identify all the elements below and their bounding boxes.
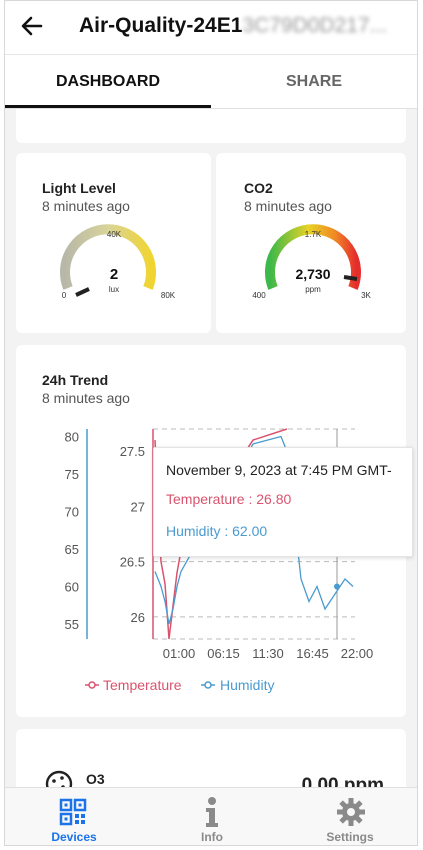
card-title: 24h Trend (42, 372, 109, 388)
card-title: O3 (86, 771, 105, 787)
x-tick-label: 22:00 (341, 646, 374, 661)
gauge-max: 3K (361, 291, 371, 300)
nav-label: Settings (326, 830, 374, 844)
chart-tooltip: November 9, 2023 at 7:45 PM GMT- Tempera… (153, 447, 413, 557)
qr-code-icon (59, 798, 87, 826)
app-frame: Air-Quality-24E13C79D0D217... DASHBOARD … (4, 0, 418, 846)
gauge-arc (60, 224, 156, 290)
card-title: Light Level (42, 180, 116, 196)
device-name: Air-Quality-24E1 (79, 14, 243, 37)
info-icon (206, 797, 218, 827)
legend-marker-temperature (88, 681, 96, 689)
tab-dashboard[interactable]: DASHBOARD (56, 73, 160, 90)
y-tick-label-temperature: 26 (131, 610, 145, 625)
y-tick-label-humidity: 70 (65, 505, 79, 520)
gauge-needle (75, 287, 90, 297)
gauge-unit: ppm (305, 285, 321, 294)
y-tick-label-temperature: 26.5 (120, 555, 145, 570)
hover-point-humidity (334, 583, 340, 590)
legend-label-humidity: Humidity (220, 677, 274, 693)
gauge-mid: 1.7K (305, 230, 322, 239)
tooltip-temperature: Temperature : 26.80 (166, 491, 292, 507)
active-tab-indicator (5, 105, 211, 108)
gauge-value: 2 (110, 266, 118, 283)
card-updated: 8 minutes ago (42, 390, 130, 406)
y-tick-label-humidity: 65 (65, 542, 79, 557)
co2-card[interactable]: CO2 8 minutes ago 2,730 ppm 400 1.7K 3K (216, 153, 406, 333)
bottom-navigation: Devices Info (5, 787, 417, 845)
nav-devices[interactable]: Devices (5, 788, 143, 845)
tooltip-humidity: Humidity : 62.00 (166, 523, 268, 539)
legend-label-temperature: Temperature (103, 677, 182, 693)
app-bar: Air-Quality-24E13C79D0D217... (5, 1, 417, 55)
co2-gauge: 2,730 ppm 400 1.7K 3K (252, 224, 372, 300)
y-tick-label-humidity: 60 (65, 580, 79, 595)
x-tick-label: 11:30 (252, 646, 284, 661)
gauge-value: 2,730 (295, 266, 330, 282)
device-id-obscured: 3C79D0D217... (242, 14, 388, 37)
page-title: Air-Quality-24E13C79D0D217... (79, 14, 387, 38)
light-level-card[interactable]: Light Level 8 minutes ago 2 lux 0 40K 80… (16, 153, 211, 333)
gauge-unit: lux (109, 285, 119, 294)
nav-label: Info (201, 830, 223, 844)
gauge-max: 80K (161, 291, 176, 300)
gauge-min: 0 (62, 291, 67, 300)
y-tick-label-temperature: 27.5 (120, 444, 145, 459)
back-arrow-icon[interactable] (17, 11, 47, 41)
card-updated: 8 minutes ago (244, 198, 332, 214)
gauge-mid: 40K (107, 230, 122, 239)
y-tick-label-humidity: 55 (65, 617, 79, 632)
gauge-arc (265, 224, 361, 290)
nav-label: Devices (51, 830, 97, 844)
card-updated: 8 minutes ago (42, 198, 130, 214)
gear-icon (337, 798, 365, 826)
gauge-min: 400 (252, 291, 266, 300)
x-tick-label: 01:00 (163, 646, 196, 661)
card-title: CO2 (244, 180, 273, 196)
humidity-line (154, 435, 354, 625)
gauge-needle (343, 275, 358, 281)
legend-marker-humidity (204, 681, 212, 689)
x-tick-label: 06:15 (207, 646, 240, 661)
y-tick-label-humidity: 75 (65, 467, 79, 482)
tab-share[interactable]: SHARE (285, 73, 342, 90)
nav-settings[interactable]: Settings (281, 788, 417, 845)
y-tick-label-temperature: 27 (131, 499, 145, 514)
previous-card (16, 109, 406, 143)
tab-bar: DASHBOARD SHARE (5, 55, 417, 109)
tooltip-date: November 9, 2023 at 7:45 PM GMT- (166, 462, 392, 478)
x-tick-label: 16:45 (296, 646, 329, 661)
y-tick-label-humidity: 80 (65, 430, 79, 445)
light-gauge: 2 lux 0 40K 80K (60, 224, 176, 300)
nav-info[interactable]: Info (143, 788, 281, 845)
trend-chart[interactable]: 26 26.5 27 27.5 55 60 65 70 75 80 01:00 06:15 11:30 1… (5, 1, 418, 846)
